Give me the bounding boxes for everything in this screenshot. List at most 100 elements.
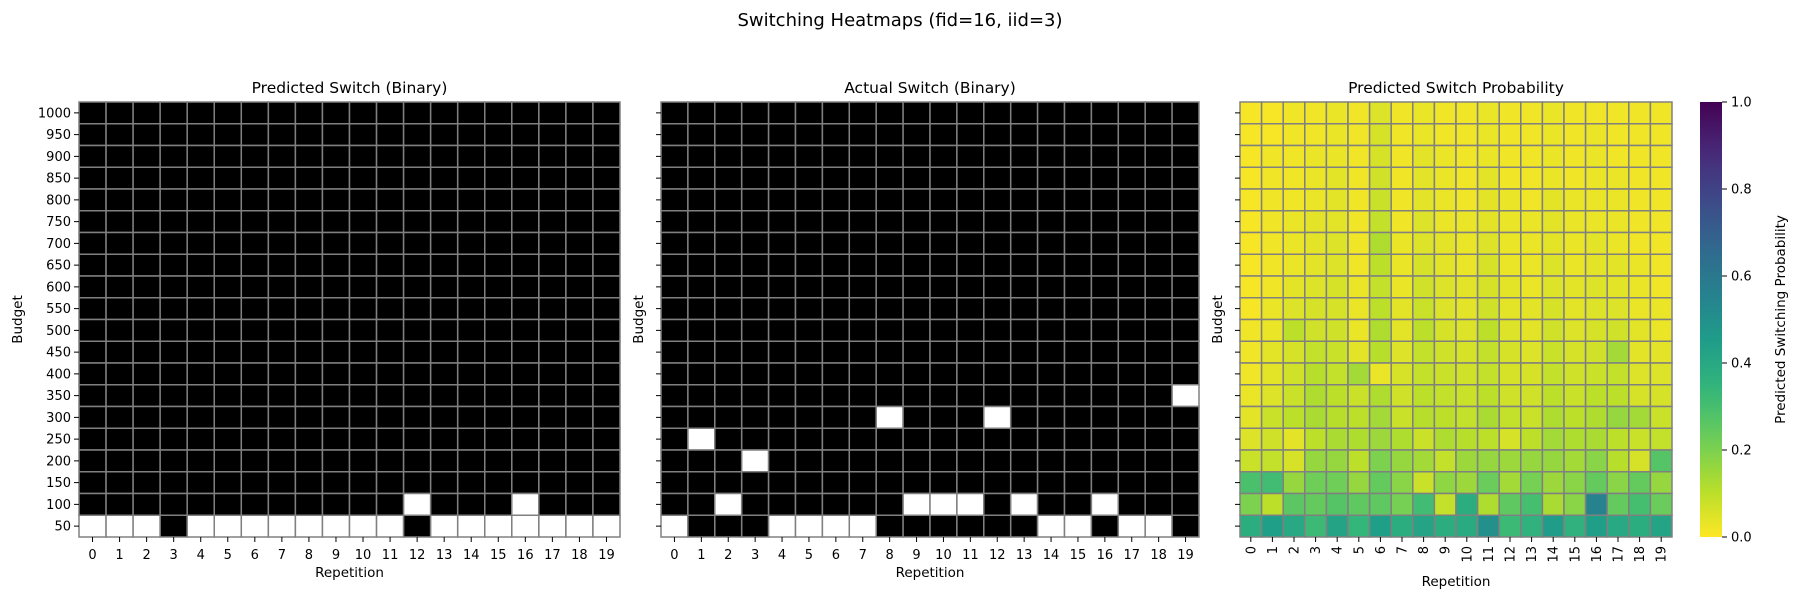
- heatmap-cell: [375, 231, 405, 255]
- heatmap-cell: [1455, 166, 1479, 190]
- y-tick-label: 1000: [38, 106, 71, 121]
- heatmap-cell: [1412, 449, 1436, 473]
- heatmap-cell: [132, 384, 161, 408]
- y-tick-label: 250: [46, 433, 71, 448]
- heatmap-cell: [740, 384, 770, 408]
- heatmap-cell: [321, 449, 351, 473]
- heatmap-cell: [714, 405, 743, 429]
- heatmap-cell: [1347, 318, 1371, 342]
- heatmap-cell: [1520, 275, 1544, 299]
- heatmap-cell: [1541, 275, 1565, 299]
- heatmap-cell: [375, 210, 405, 234]
- heatmap-cell: [511, 144, 540, 168]
- heatmap-cell: [1090, 101, 1120, 125]
- heatmap-cell: [429, 318, 459, 342]
- heatmap-cell: [375, 123, 405, 147]
- x-tick-label: 13: [436, 548, 453, 563]
- heatmap-cell: [660, 253, 689, 277]
- heatmap-cell: [1584, 297, 1608, 321]
- heatmap-cell: [484, 449, 513, 473]
- heatmap-cell: [956, 427, 985, 451]
- heatmap-cell: [1171, 123, 1200, 147]
- heatmap-cell: [565, 340, 594, 364]
- heatmap-cell: [105, 297, 134, 321]
- heatmap-cell: [538, 384, 567, 408]
- heatmap-cell: [429, 405, 459, 429]
- heatmap-cell: [1455, 405, 1479, 429]
- heatmap-cell: [1009, 471, 1039, 495]
- heatmap-cell: [1412, 253, 1436, 277]
- heatmap-cell: [538, 514, 567, 538]
- heatmap-cell: [875, 471, 904, 495]
- heatmap-cell: [321, 231, 351, 255]
- heatmap-cell: [1476, 449, 1500, 473]
- x-tick-label: 3: [1309, 546, 1324, 554]
- heatmap-cell: [875, 405, 904, 429]
- heatmap-cell: [429, 449, 459, 473]
- heatmap-cell: [1390, 427, 1414, 451]
- heatmap-cell: [267, 427, 297, 451]
- heatmap-cell: [402, 123, 432, 147]
- heatmap-cell: [484, 471, 513, 495]
- heatmap-cell: [538, 340, 567, 364]
- heatmap-cell: [902, 492, 931, 516]
- x-tick-label: 19: [598, 548, 615, 563]
- heatmap-cell: [660, 144, 689, 168]
- heatmap-cell: [538, 492, 567, 516]
- heatmap-cell: [1433, 340, 1457, 364]
- heatmap-cell: [429, 144, 459, 168]
- x-tick-label: 0: [670, 548, 678, 563]
- heatmap-cell: [1144, 384, 1173, 408]
- heatmap-cell: [1520, 471, 1544, 495]
- heatmap-cell: [375, 188, 405, 212]
- heatmap-cell: [848, 384, 877, 408]
- heatmap-cell: [1584, 362, 1608, 386]
- heatmap-cell: [1009, 340, 1039, 364]
- heatmap-cell: [1239, 449, 1263, 473]
- heatmap-cell: [1498, 101, 1522, 125]
- heatmap-cell: [484, 123, 513, 147]
- heatmap-cell: [1390, 384, 1414, 408]
- heatmap-cell: [1347, 362, 1371, 386]
- heatmap-cell: [213, 492, 243, 516]
- heatmap-cell: [1584, 318, 1608, 342]
- heatmap-cell: [714, 253, 743, 277]
- heatmap-cell: [213, 166, 243, 190]
- heatmap-cell: [186, 340, 215, 364]
- x-tick-label: 19: [1655, 546, 1670, 563]
- heatmap-cell: [213, 101, 243, 125]
- heatmap-cell: [321, 144, 351, 168]
- heatmap-cell: [1563, 318, 1587, 342]
- heatmap-cell: [1606, 449, 1630, 473]
- heatmap-cell: [132, 318, 161, 342]
- heatmap-cell: [538, 101, 567, 125]
- heatmap-cell: [132, 449, 161, 473]
- x-tick-label: 0: [1244, 546, 1259, 554]
- heatmap-cell: [267, 101, 297, 125]
- heatmap-cell: [956, 449, 985, 473]
- heatmap-cell: [1171, 253, 1200, 277]
- heatmap-cell: [186, 297, 215, 321]
- heatmap-cell: [592, 449, 621, 473]
- x-tick-label: 2: [724, 548, 732, 563]
- heatmap-cell: [484, 427, 513, 451]
- x-tick-label: 13: [1016, 548, 1033, 563]
- heatmap-cell: [1063, 101, 1093, 125]
- x-tick-label: 10: [935, 548, 952, 563]
- heatmap-cell: [375, 362, 405, 386]
- heatmap-cell: [1455, 297, 1479, 321]
- heatmap-cell: [321, 297, 351, 321]
- heatmap-cell: [1009, 101, 1039, 125]
- heatmap-cell: [1260, 362, 1284, 386]
- heatmap-cell: [456, 210, 486, 234]
- y-tick-label: 500: [46, 324, 71, 339]
- heatmap-cell: [1171, 340, 1200, 364]
- heatmap-cell: [240, 405, 270, 429]
- heatmap-cell: [794, 318, 824, 342]
- heatmap-cell: [794, 253, 824, 277]
- heatmap-cell: [240, 188, 270, 212]
- x-tick-label: 10: [1460, 546, 1475, 563]
- heatmap-cell: [1476, 297, 1500, 321]
- heatmap-cell: [1563, 123, 1587, 147]
- heatmap-cell: [983, 188, 1012, 212]
